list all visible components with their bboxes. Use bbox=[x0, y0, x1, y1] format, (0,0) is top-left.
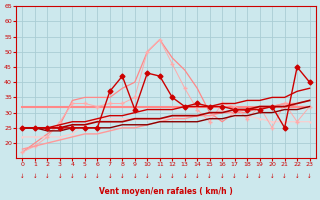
X-axis label: Vent moyen/en rafales ( km/h ): Vent moyen/en rafales ( km/h ) bbox=[99, 187, 233, 196]
